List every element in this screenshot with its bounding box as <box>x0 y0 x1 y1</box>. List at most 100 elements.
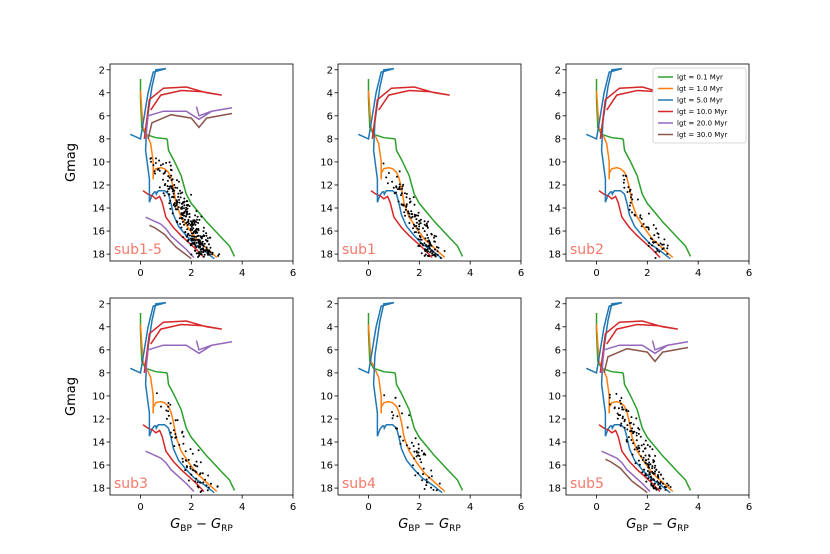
y-tick-label: 16 <box>320 227 333 238</box>
star-point <box>436 250 439 253</box>
star-point <box>398 405 401 407</box>
isochrone-line <box>608 166 674 259</box>
star-point <box>616 412 619 415</box>
star-point <box>415 225 418 227</box>
star-point <box>654 464 657 467</box>
isochrone-line <box>145 216 195 259</box>
star-point <box>205 246 208 249</box>
star-point <box>203 242 206 245</box>
star-point <box>412 445 415 447</box>
star-point <box>419 218 422 221</box>
star-point <box>405 203 408 206</box>
star-point <box>181 205 184 208</box>
star-point <box>179 223 182 225</box>
star-point <box>168 176 171 179</box>
star-point <box>182 236 185 239</box>
x-tick-label: 0 <box>593 268 599 279</box>
star-point <box>398 187 401 190</box>
star-point <box>199 252 202 255</box>
y-tick-label: 12 <box>548 180 561 191</box>
star-point <box>652 224 655 226</box>
star-point <box>647 477 650 480</box>
x-tick-label: 0 <box>593 502 599 513</box>
star-point <box>171 212 174 215</box>
star-point <box>433 240 436 243</box>
star-point <box>181 457 184 460</box>
star-point <box>635 431 638 434</box>
star-point <box>177 206 180 209</box>
star-point <box>617 407 620 410</box>
x-tick-label: 2 <box>188 502 194 513</box>
star-point <box>158 169 161 172</box>
star-point <box>412 196 415 199</box>
star-point <box>198 251 201 254</box>
star-point <box>178 443 181 446</box>
star-point <box>633 430 636 433</box>
star-point <box>167 402 170 404</box>
y-tick-label: 8 <box>99 134 105 145</box>
star-point <box>650 482 653 485</box>
star-point <box>647 463 650 466</box>
star-point <box>169 185 172 188</box>
star-point <box>395 191 397 194</box>
star-point <box>433 254 436 257</box>
star-point <box>181 191 184 194</box>
star-point <box>400 203 403 206</box>
x-tick-label: 4 <box>239 502 245 513</box>
y-tick-label: 2 <box>555 299 561 310</box>
star-point <box>654 257 657 259</box>
star-point <box>193 235 196 238</box>
star-point <box>432 488 435 491</box>
star-point <box>654 241 657 243</box>
star-point <box>201 247 204 250</box>
star-point <box>183 218 186 221</box>
star-point <box>403 192 406 195</box>
y-tick-label: 10 <box>92 391 105 402</box>
star-point <box>625 408 628 411</box>
star-point <box>621 408 624 411</box>
x-tick-label: 6 <box>746 268 752 279</box>
star-point <box>206 237 209 240</box>
isochrone-upper-line <box>585 67 623 203</box>
star-point <box>173 202 176 205</box>
star-point <box>655 227 658 230</box>
star-point <box>413 457 416 460</box>
star-point <box>187 238 190 241</box>
star-point <box>186 210 189 213</box>
star-point <box>639 216 642 219</box>
axes-frame <box>109 63 294 262</box>
isochrone-line <box>605 458 648 494</box>
star-point <box>192 223 195 226</box>
axes-frame <box>565 63 750 262</box>
star-point <box>419 242 422 245</box>
star-point <box>662 247 665 250</box>
star-point <box>417 211 420 214</box>
star-point <box>625 439 628 441</box>
star-point <box>202 255 205 258</box>
star-point <box>423 254 426 257</box>
star-point <box>160 164 162 167</box>
y-tick-label: 14 <box>92 438 105 449</box>
star-point <box>203 253 206 256</box>
star-point <box>195 252 198 255</box>
star-point <box>178 201 181 204</box>
star-point <box>415 221 418 224</box>
star-point <box>176 179 178 182</box>
star-point <box>417 447 420 450</box>
star-point <box>197 246 200 248</box>
star-point <box>405 196 408 199</box>
star-point <box>168 161 171 164</box>
star-point <box>654 454 657 457</box>
star-point <box>201 240 204 243</box>
star-point <box>190 223 193 226</box>
x-tick-label: 4 <box>467 268 473 279</box>
x-tick-label: 2 <box>644 268 650 279</box>
star-point <box>619 399 622 402</box>
star-point <box>627 186 630 189</box>
star-point <box>408 212 411 215</box>
star-point <box>160 405 162 408</box>
star-point <box>391 411 393 414</box>
star-point <box>199 472 202 475</box>
star-point <box>196 231 199 234</box>
star-point <box>408 447 411 450</box>
